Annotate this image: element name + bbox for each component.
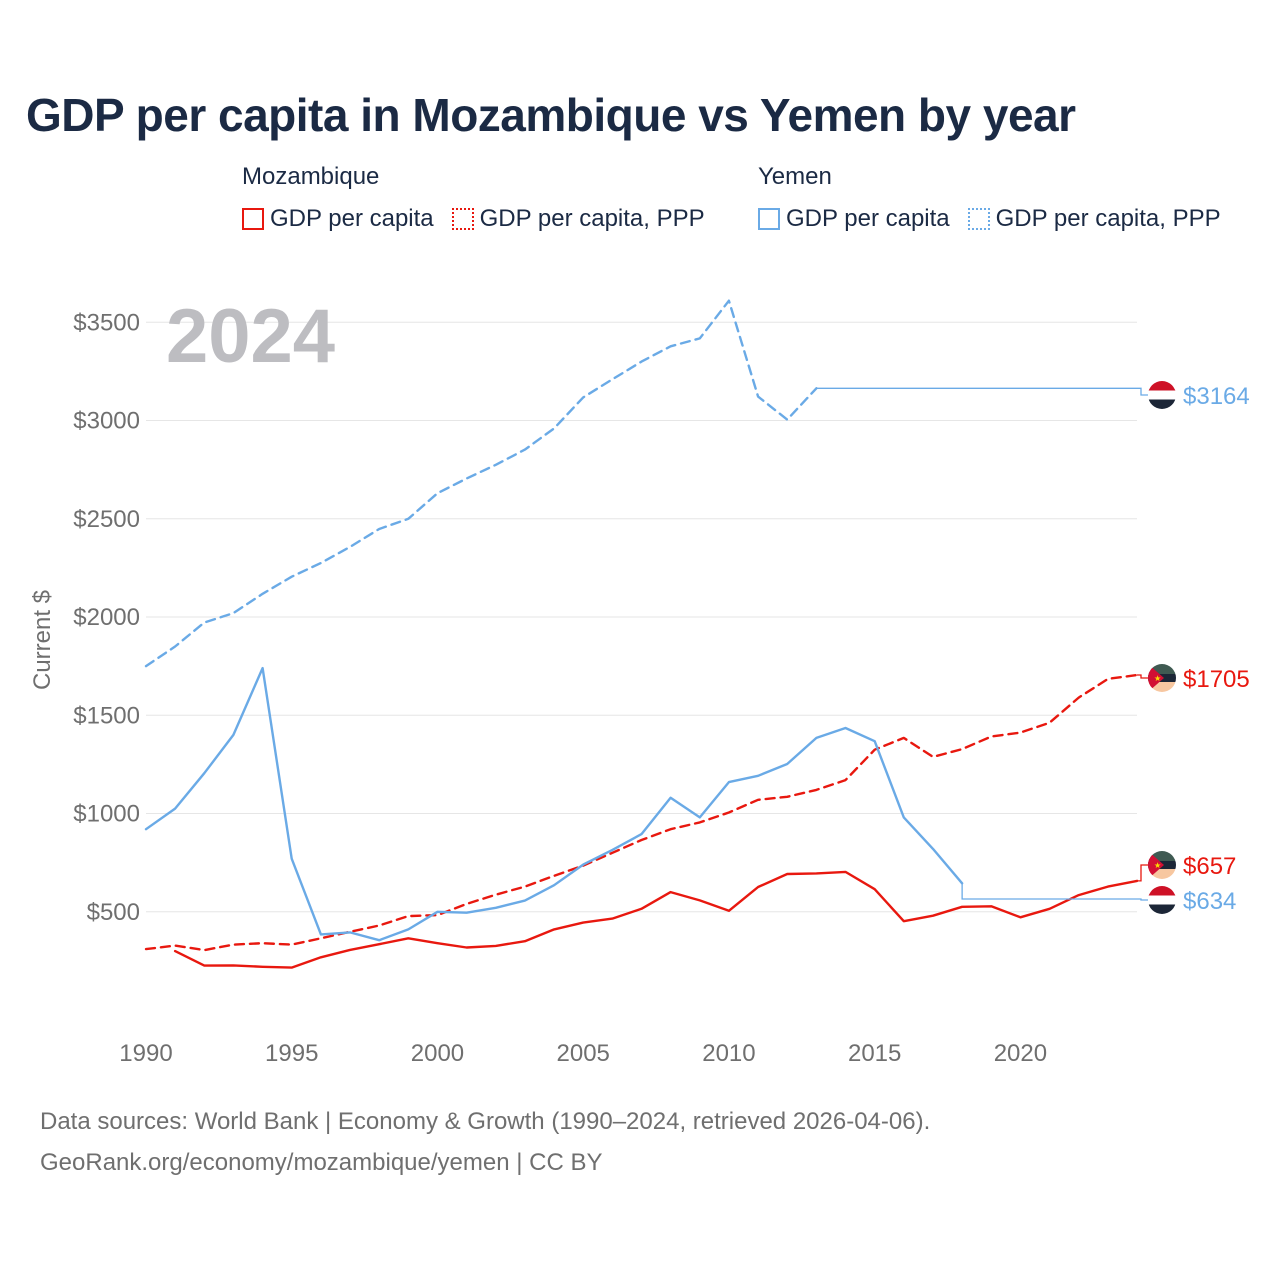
- legend-label: GDP per capita: [270, 205, 434, 232]
- y-tick-label: $2000: [73, 604, 140, 631]
- x-tick-label: 2015: [848, 1040, 901, 1067]
- chart-title: GDP per capita in Mozambique vs Yemen by…: [26, 89, 1076, 141]
- series-line-4: [144, 299, 818, 668]
- series-line-3: [144, 666, 964, 942]
- series-layer: [144, 299, 1139, 969]
- series-line-1: [173, 870, 1139, 969]
- legend-country-yemen: Yemen: [758, 163, 832, 190]
- legend-label: GDP per capita, PPP: [479, 205, 705, 232]
- end-connector: [1137, 674, 1148, 679]
- source-line-1: Data sources: World Bank | Economy & Gro…: [40, 1108, 931, 1135]
- series-line-2: [144, 673, 1139, 952]
- series-hold-line-3: [961, 883, 1137, 900]
- end-value-label: $657: [1183, 853, 1236, 880]
- legend-item-yemen-gdp[interactable]: GDP per capita: [758, 205, 950, 233]
- x-tick-label: 2000: [411, 1040, 464, 1067]
- legend-label: GDP per capita: [786, 205, 950, 232]
- mozambique-flag-icon: ★: [1148, 851, 1176, 879]
- x-tick-label: 2005: [557, 1040, 610, 1067]
- legend-item-yemen-gdp-ppp[interactable]: GDP per capita, PPP: [967, 205, 1221, 233]
- end-value-label: $3164: [1183, 383, 1250, 410]
- yemen-flag-icon: [1148, 886, 1176, 914]
- x-tick-label: 2020: [994, 1040, 1047, 1067]
- svg-text:★: ★: [1154, 861, 1161, 870]
- y-tick-label: $3500: [73, 309, 140, 336]
- svg-text:★: ★: [1154, 674, 1161, 683]
- grid-layer: [146, 321, 1137, 913]
- axis-layer: $500 $1000 $1500 $2000 $2500 $3000 $3500 1990 19…: [73, 309, 1047, 1067]
- end-labels: ★ $657 ★ $1705 $634 $3164: [1137, 381, 1250, 915]
- yemen-flag-icon: [1148, 381, 1176, 409]
- source-line-2: GeoRank.org/economy/mozambique/yemen | C…: [40, 1149, 603, 1176]
- y-tick-label: $500: [87, 899, 140, 926]
- legend-country-mozambique: Mozambique: [242, 163, 380, 190]
- y-axis-title: Current $: [29, 590, 56, 690]
- legend-group-yemen: Yemen GDP per capita GDP per capita, PPP: [758, 163, 1221, 233]
- legend-item-mozambique-gdp[interactable]: GDP per capita: [242, 205, 434, 233]
- mozambique-flag-icon: ★: [1148, 664, 1176, 692]
- x-tick-label: 1995: [265, 1040, 318, 1067]
- y-tick-label: $2500: [73, 506, 140, 533]
- end-connector: [1137, 864, 1148, 882]
- legend-item-mozambique-gdp-ppp[interactable]: GDP per capita, PPP: [451, 205, 705, 233]
- y-tick-label: $1500: [73, 702, 140, 729]
- end-value-label: $1705: [1183, 666, 1250, 693]
- legend-swatch-solid-red: [242, 208, 264, 230]
- end-value-label: $634: [1183, 888, 1236, 915]
- y-tick-label: $3000: [73, 408, 140, 435]
- x-tick-label: 1990: [119, 1040, 172, 1067]
- legend-group-mozambique: Mozambique GDP per capita GDP per capita…: [242, 163, 705, 233]
- end-connector: [1137, 387, 1148, 396]
- legend-swatch-dotted-red: [451, 208, 474, 230]
- y-tick-label: $1000: [73, 801, 140, 828]
- x-tick-label: 2010: [702, 1040, 755, 1067]
- legend-swatch-solid-blue: [758, 208, 780, 230]
- legend-swatch-dotted-blue: [967, 208, 990, 230]
- year-watermark: 2024: [166, 294, 335, 379]
- end-connector: [1137, 898, 1148, 901]
- legend-label: GDP per capita, PPP: [995, 205, 1221, 232]
